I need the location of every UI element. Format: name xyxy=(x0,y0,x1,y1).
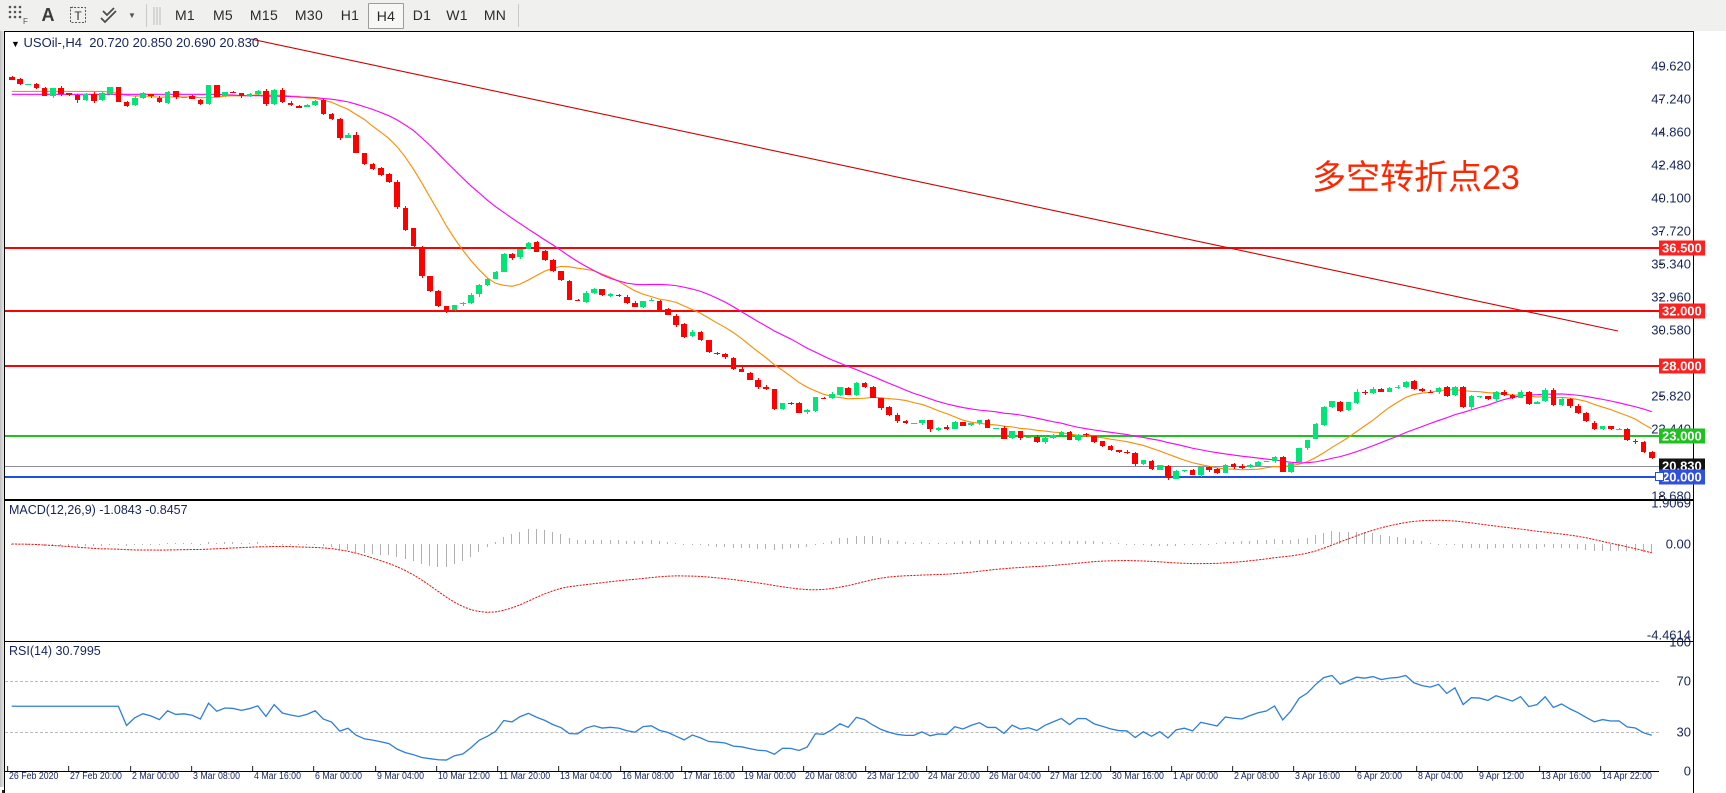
svg-text:T: T xyxy=(74,9,82,23)
svg-text:F: F xyxy=(23,17,28,26)
